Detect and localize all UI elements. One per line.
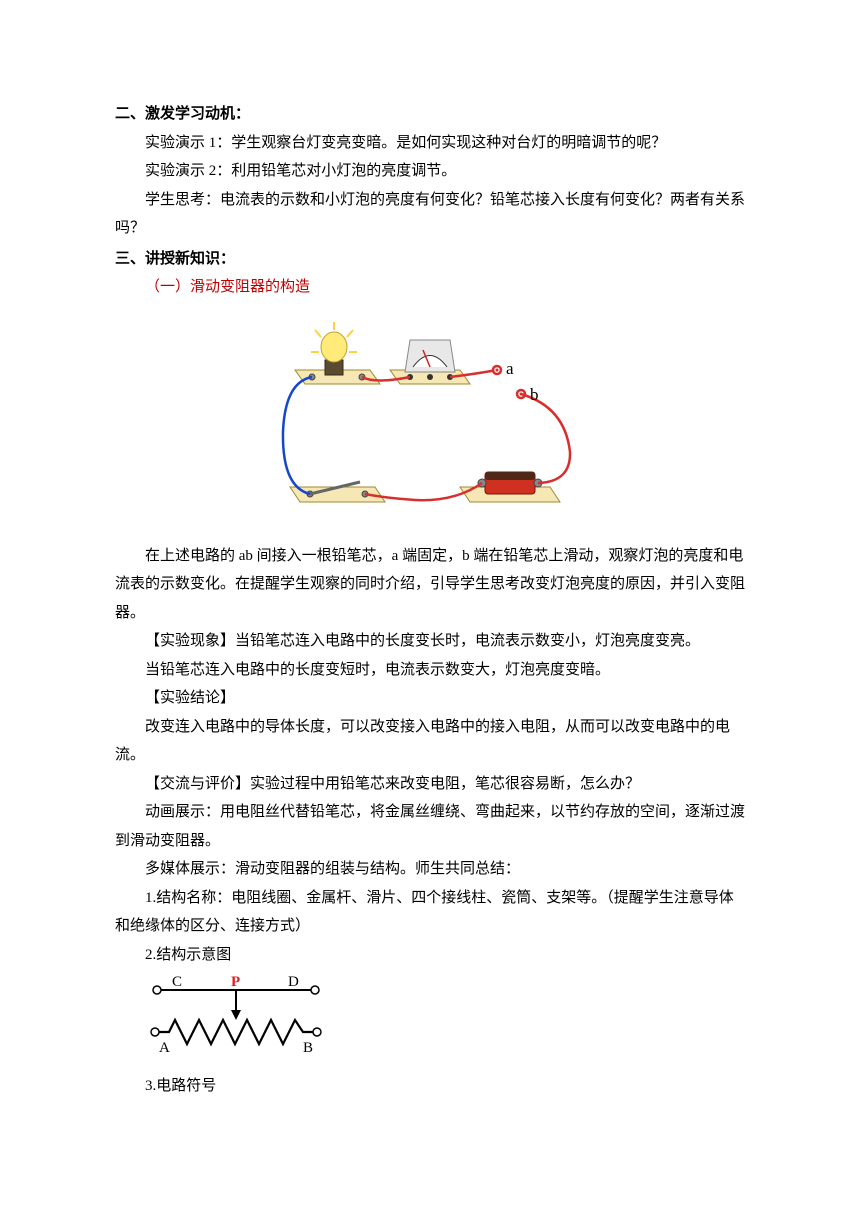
terminal-a-label: a	[506, 359, 514, 378]
section-2-p3: 学生思考：电流表的示数和小灯泡的亮度有何变化？铅笔芯接入长度有何变化？两者有关系…	[115, 186, 745, 243]
section-2-title: 二、激发学习动机：	[115, 100, 745, 129]
exp-phenomenon: 【实验现象】当铅笔芯连入电路中的长度变长时，电流表示数变小，灯泡亮度变亮。	[115, 627, 745, 656]
exp-conclusion-p: 改变连入电路中的导体长度，可以改变接入电路中的接入电阻，从而可以改变电路中的电流…	[115, 713, 745, 770]
exp-phenom-text: 当铅笔芯连入电路中的长度变长时，电流表示数变小，灯泡亮度变亮。	[235, 633, 700, 649]
p-struct3: 3.电路符号	[115, 1072, 745, 1101]
label-B: B	[303, 1040, 313, 1056]
exp-phenom-label: 【实验现象】	[145, 633, 235, 649]
label-D: D	[288, 974, 299, 990]
label-A: A	[159, 1040, 170, 1056]
section-3-title: 三、讲授新知识：	[115, 245, 745, 274]
comm-text: 实验过程中用铅笔芯来改变电阻，笔芯很容易断，怎么办？	[250, 776, 640, 792]
label-P: P	[231, 974, 240, 990]
section-2-p2: 实验演示 2：利用铅笔芯对小灯泡的亮度调节。	[115, 157, 745, 186]
terminal-b-label: b	[530, 385, 539, 404]
comm-eval: 【交流与评价】实验过程中用铅笔芯来改变电阻，笔芯很容易断，怎么办？	[115, 770, 745, 799]
p-media: 多媒体展示：滑动变阻器的组装与结构。师生共同总结：	[115, 855, 745, 884]
p-anim: 动画展示：用电阻丝代替铅笔芯，将金属丝缠绕、弯曲起来，以节约存放的空间，逐渐过渡…	[115, 798, 745, 855]
label-C: C	[172, 974, 182, 990]
rheostat-schematic: C D P A B	[145, 974, 745, 1067]
circuit-diagram-1: a b	[115, 322, 745, 517]
section-3-sub1: （一）滑动变阻器的构造	[115, 273, 745, 302]
section-2-p1: 实验演示 1：学生观察台灯变亮变暗。是如何实现这种对台灯的明暗调节的呢？	[115, 129, 745, 158]
p-struct1: 1.结构名称：电阻线圈、金属杆、滑片、四个接线柱、瓷筒、支架等。（提醒学生注意导…	[115, 884, 745, 941]
p-struct2: 2.结构示意图	[115, 941, 745, 970]
exp-phenomenon-p2: 当铅笔芯连入电路中的长度变短时，电流表示数变大，灯泡亮度变暗。	[115, 656, 745, 685]
bulb-board	[295, 322, 380, 384]
exp-conclusion-label: 【实验结论】	[115, 684, 745, 713]
comm-label: 【交流与评价】	[145, 776, 250, 792]
section-3-p1: 在上述电路的 ab 间接入一根铅笔芯，a 端固定，b 端在铅笔芯上滑动，观察灯泡…	[115, 542, 745, 628]
